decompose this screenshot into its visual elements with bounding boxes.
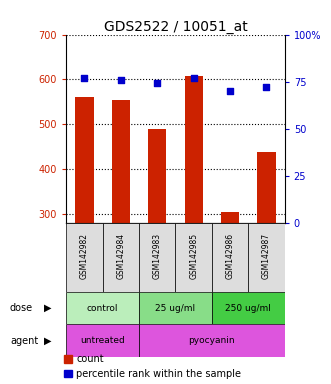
Text: GSM142985: GSM142985 — [189, 233, 198, 279]
Bar — [103, 223, 139, 292]
Text: agent: agent — [10, 336, 38, 346]
Text: GSM142982: GSM142982 — [80, 233, 89, 279]
Text: ▶: ▶ — [44, 303, 52, 313]
Text: control: control — [87, 304, 118, 313]
Text: GSM142987: GSM142987 — [262, 233, 271, 279]
Bar — [148, 129, 166, 223]
Text: ▶: ▶ — [44, 336, 52, 346]
Text: 25 ug/ml: 25 ug/ml — [155, 304, 196, 313]
Bar — [112, 99, 130, 223]
Text: GSM142983: GSM142983 — [153, 233, 162, 279]
Bar — [257, 152, 275, 223]
Bar — [212, 292, 285, 324]
Bar — [66, 292, 139, 324]
Text: untreated: untreated — [80, 336, 125, 345]
Point — [227, 88, 233, 94]
Point — [118, 77, 123, 83]
Text: 250 ug/ml: 250 ug/ml — [225, 304, 271, 313]
Bar — [139, 324, 285, 357]
Bar — [175, 223, 212, 292]
Bar — [139, 223, 175, 292]
Bar — [66, 324, 139, 357]
Bar — [75, 97, 94, 223]
Bar — [66, 223, 103, 292]
Text: GSM142984: GSM142984 — [116, 233, 125, 279]
Bar — [248, 223, 285, 292]
Point — [264, 84, 269, 90]
Legend: count, percentile rank within the sample: count, percentile rank within the sample — [65, 354, 241, 379]
Text: dose: dose — [10, 303, 33, 313]
Bar — [221, 212, 239, 223]
Point — [82, 75, 87, 81]
Bar — [139, 292, 212, 324]
Text: pyocyanin: pyocyanin — [189, 336, 235, 345]
Bar — [185, 76, 203, 223]
Text: GSM142986: GSM142986 — [225, 233, 235, 279]
Title: GDS2522 / 10051_at: GDS2522 / 10051_at — [104, 20, 247, 33]
Bar — [212, 223, 248, 292]
Point — [191, 75, 196, 81]
Point — [155, 80, 160, 86]
